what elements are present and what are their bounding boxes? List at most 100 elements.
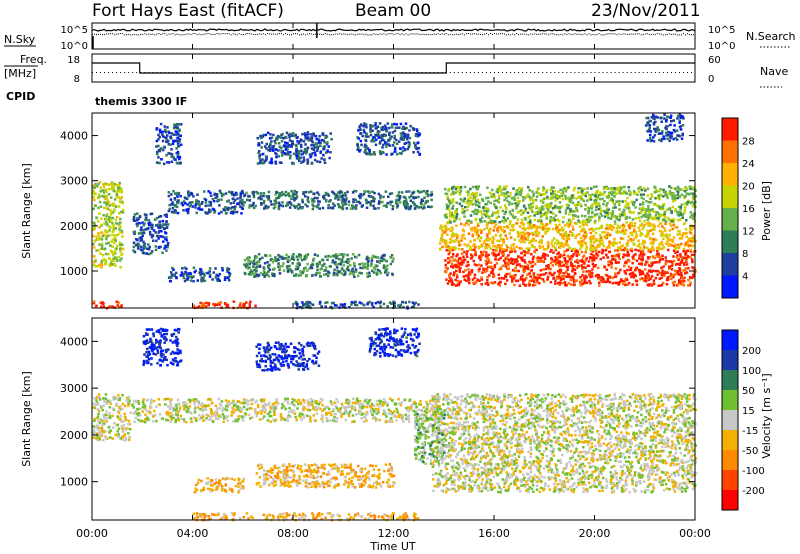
data-cell — [529, 198, 532, 202]
data-cell — [493, 226, 496, 229]
data-cell — [157, 237, 160, 240]
data-cell — [324, 191, 328, 195]
data-cell — [623, 205, 627, 208]
data-cell — [484, 259, 488, 263]
data-cell — [348, 272, 352, 276]
search-noise-dot — [357, 33, 359, 35]
search-noise-dot — [689, 34, 690, 35]
data-cell — [478, 201, 481, 205]
data-cell — [571, 209, 574, 213]
data-cell — [306, 253, 310, 256]
data-cell — [132, 241, 136, 244]
data-cell — [673, 218, 676, 221]
data-cell — [467, 191, 470, 194]
search-noise-dot — [534, 33, 536, 35]
data-cell — [532, 225, 536, 229]
data-cell — [684, 253, 687, 256]
data-cell — [340, 261, 343, 264]
data-cell — [638, 207, 642, 210]
data-cell — [192, 266, 196, 269]
data-cell — [689, 226, 692, 229]
data-cell — [596, 189, 599, 193]
data-cell — [530, 226, 534, 230]
data-cell — [203, 279, 207, 282]
nave-dot — [236, 72, 238, 73]
data-cell — [526, 193, 530, 196]
data-cell — [447, 204, 451, 208]
data-cell — [93, 246, 96, 249]
data-cell — [646, 256, 650, 259]
data-cell — [579, 276, 582, 279]
data-cell — [580, 245, 583, 249]
data-cell — [661, 254, 664, 258]
data-cell — [515, 190, 518, 193]
data-cell — [172, 268, 175, 271]
data-cell — [632, 190, 636, 193]
data-cell — [293, 189, 296, 193]
data-cell — [136, 242, 139, 246]
data-cell — [595, 185, 598, 188]
data-cell — [132, 249, 135, 252]
data-cell — [624, 217, 628, 220]
data-cell — [526, 263, 530, 267]
freq-traces — [92, 62, 695, 74]
data-cell — [647, 278, 651, 282]
data-cell — [106, 230, 109, 234]
data-cell — [220, 194, 224, 198]
data-cell — [564, 190, 568, 193]
data-cell — [516, 279, 520, 283]
nave-dot — [502, 72, 503, 73]
data-cell — [606, 278, 609, 281]
data-cell — [427, 205, 430, 208]
data-cell — [508, 210, 512, 213]
data-cell — [464, 274, 468, 277]
nave-dot — [618, 72, 620, 73]
data-cell — [343, 273, 346, 276]
data-cell — [179, 194, 182, 198]
data-cell — [631, 255, 634, 259]
data-cell — [676, 270, 679, 274]
data-cell — [502, 238, 505, 241]
data-cell — [291, 192, 295, 195]
data-cell — [263, 207, 266, 210]
data-cell — [562, 234, 566, 237]
data-cell — [113, 198, 117, 201]
data-cell — [649, 265, 653, 268]
data-cell — [631, 283, 634, 286]
search-noise-dot — [262, 33, 264, 35]
data-cell — [479, 258, 482, 261]
data-cell — [363, 265, 366, 269]
data-cell — [333, 268, 336, 271]
data-cell — [321, 264, 324, 267]
data-cell — [511, 202, 514, 206]
data-cell — [560, 226, 564, 230]
data-cell — [466, 199, 469, 203]
data-cell — [476, 229, 479, 232]
data-cell — [578, 225, 582, 228]
data-cell — [474, 203, 478, 207]
search-noise-dot — [108, 33, 110, 35]
data-cell — [281, 204, 284, 208]
search-noise-dot — [560, 33, 562, 35]
data-cell — [689, 239, 692, 243]
data-cell — [683, 256, 686, 260]
data-cell — [450, 233, 454, 237]
data-cell — [494, 257, 497, 261]
data-cell — [468, 281, 471, 285]
data-cell — [194, 269, 197, 273]
data-cell — [166, 243, 170, 246]
data-cell — [451, 216, 454, 219]
data-cell — [423, 204, 426, 207]
data-cell — [172, 203, 175, 207]
data-cell — [540, 208, 543, 211]
data-cell — [92, 300, 96, 303]
data-cell — [253, 262, 256, 266]
data-cell — [446, 206, 449, 209]
nave-dot — [180, 72, 182, 73]
data-cell — [509, 195, 512, 198]
noise-left-label: N.Sky — [4, 33, 36, 46]
data-cell — [369, 203, 372, 207]
nave-dot — [128, 72, 130, 73]
data-cell — [674, 208, 677, 211]
search-noise-dot — [644, 33, 646, 35]
